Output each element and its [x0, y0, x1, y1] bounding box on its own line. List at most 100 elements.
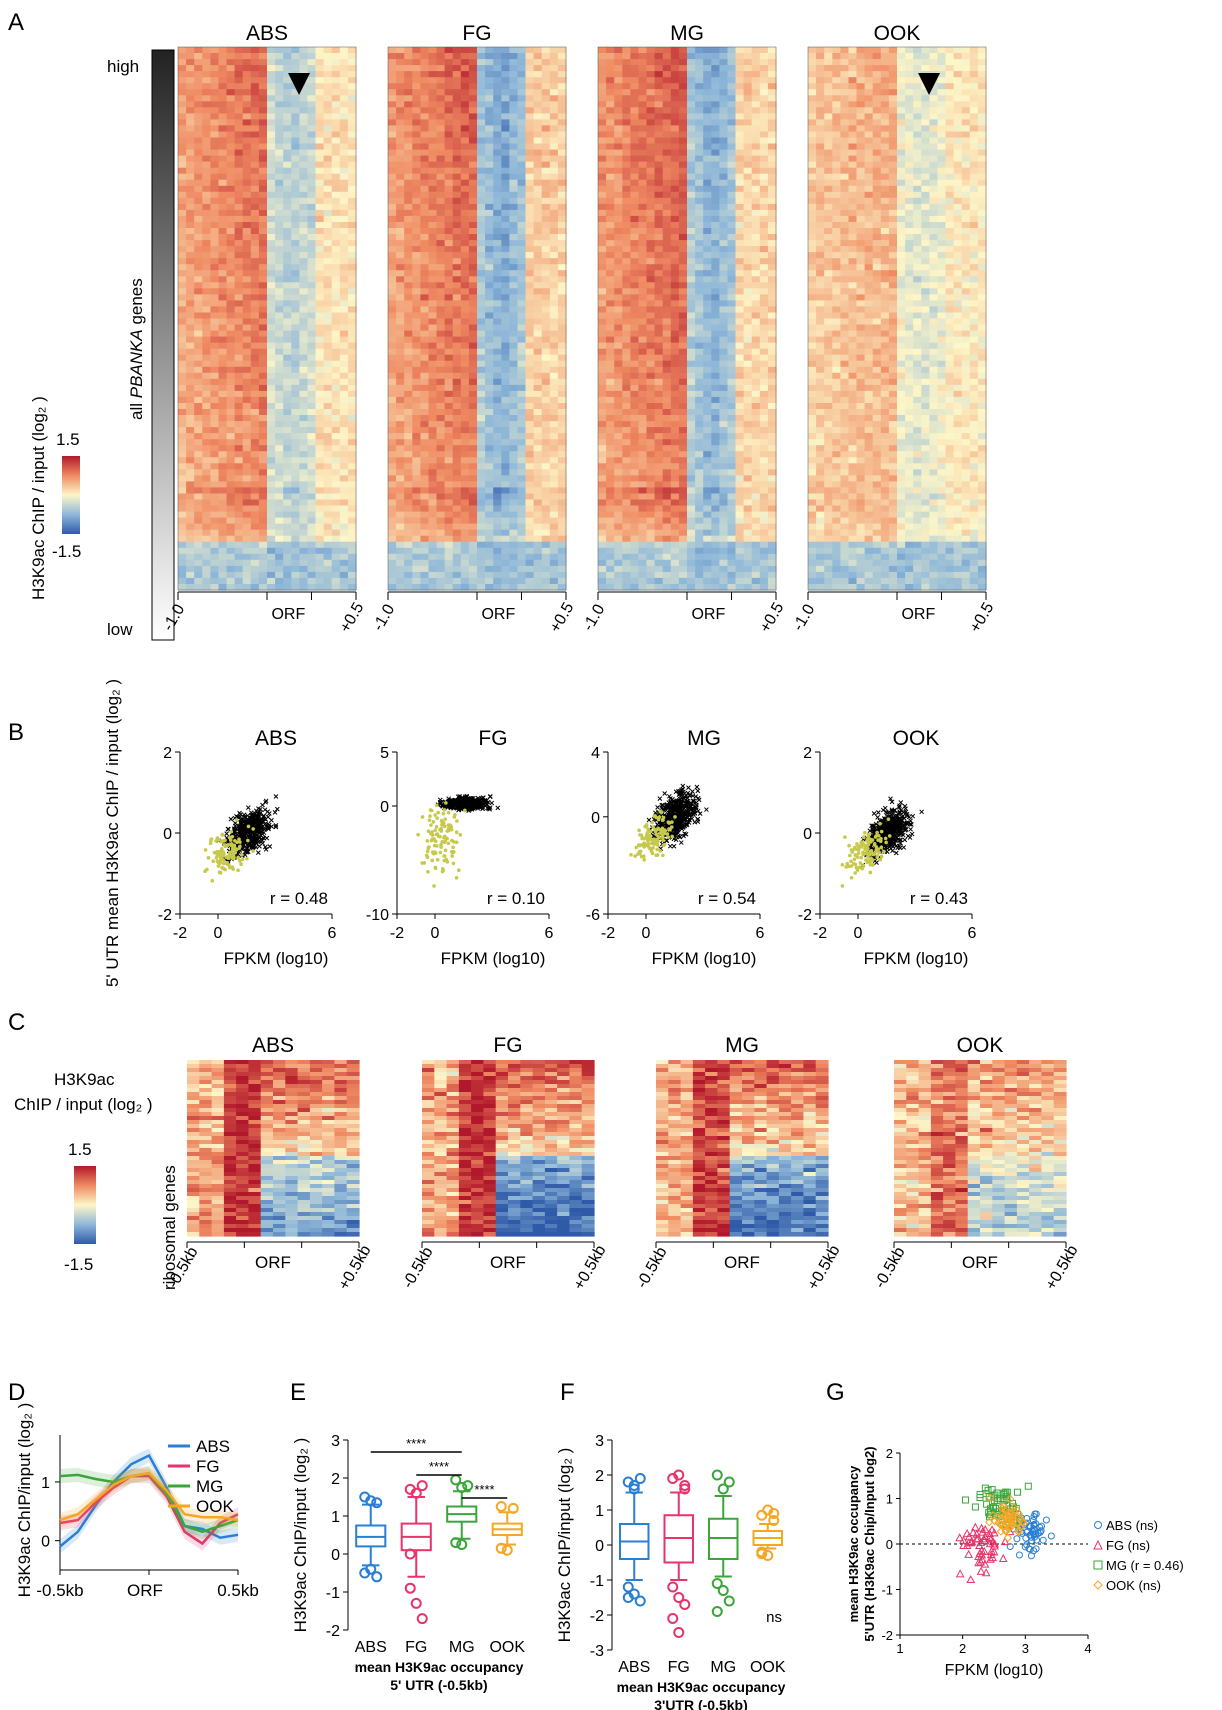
- heatmap-a-cell: [654, 264, 664, 271]
- heatmap-a-cell: [517, 95, 527, 102]
- heatmap-a-cell: [622, 95, 631, 102]
- heatmap-a-cell: [541, 209, 551, 217]
- heatmap-a-cell: [242, 222, 252, 229]
- heatmap-a-cell: [339, 161, 349, 169]
- heatmap-a-cell: [525, 306, 535, 313]
- heatmap-a-cell: [283, 342, 292, 350]
- heatmap-a-cell: [420, 403, 430, 410]
- heatmap-a-cell: [598, 306, 607, 313]
- heatmap-a-cell: [541, 65, 551, 72]
- heatmap-a-cell: [557, 475, 567, 482]
- heatmap-a-cell: [412, 252, 421, 259]
- heatmap-a-cell: [234, 264, 244, 271]
- heatmap-a-cell: [331, 264, 341, 271]
- heatmap-a-cell: [331, 354, 341, 362]
- heatmap-a-cell: [477, 511, 486, 519]
- heatmap-a-cell: [452, 197, 462, 205]
- heatmap-a-cell: [517, 523, 527, 531]
- heatmap-a-cell: [533, 119, 543, 126]
- heatmap-a-cell: [396, 234, 405, 241]
- heatmap-a-cell: [267, 505, 276, 513]
- heatmap-a-cell: [614, 264, 623, 271]
- heatmap-a-cell: [767, 113, 777, 120]
- heatmap-a-cell: [267, 584, 276, 591]
- heatmap-a-cell: [404, 487, 413, 494]
- heatmap-a-cell: [347, 457, 357, 464]
- heatmap-a-cell: [291, 390, 300, 398]
- heatmap-a-cell: [347, 258, 357, 265]
- heatmap-a-cell: [331, 571, 341, 579]
- heatmap-a-cell: [315, 348, 325, 356]
- heatmap-a-cell: [315, 270, 325, 277]
- heatmap-a-cell: [670, 143, 680, 151]
- heatmap-a-cell: [404, 439, 413, 446]
- heatmap-a-cell: [283, 240, 292, 247]
- heatmap-a-cell: [412, 384, 421, 392]
- heatmap-a-cell: [299, 553, 309, 561]
- heatmap-a-cell: [267, 258, 276, 265]
- heatmap-a-cell: [331, 294, 341, 301]
- heatmap-a-cell: [404, 451, 413, 458]
- heatmap-a-cell: [210, 559, 220, 567]
- heatmap-a-cell: [388, 155, 397, 163]
- heatmap-a-cell: [614, 125, 623, 132]
- heatmap-a-cell: [347, 203, 357, 211]
- heatmap-a-cell: [654, 71, 664, 78]
- heatmap-a-cell: [315, 366, 325, 374]
- heatmap-a-cell: [509, 535, 519, 543]
- heatmap-a-cell: [202, 270, 211, 277]
- heatmap-a-cell: [347, 384, 357, 392]
- heatmap-a-cell: [242, 318, 252, 326]
- heatmap-a-cell: [258, 252, 268, 259]
- heatmap-a-cell: [622, 119, 631, 126]
- heatmap-a-cell: [485, 384, 494, 392]
- heatmap-a-cell: [711, 215, 720, 223]
- heatmap-a-cell: [218, 246, 228, 253]
- heatmap-a-cell: [299, 215, 309, 223]
- heatmap-a-cell: [250, 529, 260, 537]
- heatmap-a-cell: [388, 493, 397, 501]
- heatmap-a-cell: [291, 107, 300, 114]
- heatmap-a-cell: [275, 439, 284, 446]
- heatmap-a-cell: [444, 240, 454, 247]
- heatmap-a-cell: [525, 427, 535, 434]
- heatmap-a-cell: [347, 197, 357, 205]
- heatmap-a-cell: [444, 409, 454, 416]
- heatmap-a-cell: [404, 203, 413, 211]
- heatmap-a-cell: [743, 312, 753, 320]
- heatmap-a-cell: [299, 571, 309, 579]
- heatmap-a-cell: [291, 547, 300, 555]
- heatmap-a-cell: [477, 240, 486, 247]
- heatmap-a-cell: [339, 101, 349, 108]
- heatmap-a-cell: [687, 77, 696, 84]
- heatmap-a-cell: [420, 288, 430, 295]
- heatmap-a-cell: [452, 288, 462, 295]
- heatmap-a-cell: [468, 318, 478, 326]
- heatmap-a-cell: [468, 481, 478, 488]
- heatmap-a-cell: [186, 390, 195, 398]
- heatmap-a-cell: [598, 234, 607, 241]
- heatmap-a-cell: [267, 523, 276, 531]
- heatmap-a-cell: [630, 258, 640, 265]
- heatmap-a-cell: [654, 197, 664, 205]
- heatmap-a-cell: [541, 312, 551, 320]
- heatmap-a-cell: [267, 107, 276, 114]
- heatmap-a-cell: [412, 577, 421, 585]
- heatmap-a-cell: [703, 306, 712, 313]
- heatmap-a-cell: [630, 240, 640, 247]
- heatmap-a-cell: [323, 415, 333, 422]
- heatmap-a-cell: [517, 113, 527, 120]
- heatmap-a-cell: [388, 396, 397, 404]
- heatmap-a-cell: [525, 312, 535, 320]
- heatmap-a-cell: [436, 336, 446, 344]
- heatmap-a-cell: [452, 312, 462, 320]
- heatmap-a-cell: [541, 403, 551, 410]
- heatmap-a-cell: [291, 234, 300, 241]
- heatmap-a-cell: [501, 137, 510, 145]
- heatmap-a-cell: [517, 403, 527, 410]
- heatmap-a-cell: [460, 421, 470, 428]
- heatmap-a-cell: [557, 481, 567, 488]
- heatmap-a-cell: [275, 553, 284, 561]
- heatmap-a-cell: [194, 384, 203, 392]
- heatmap-a-cell: [444, 396, 454, 404]
